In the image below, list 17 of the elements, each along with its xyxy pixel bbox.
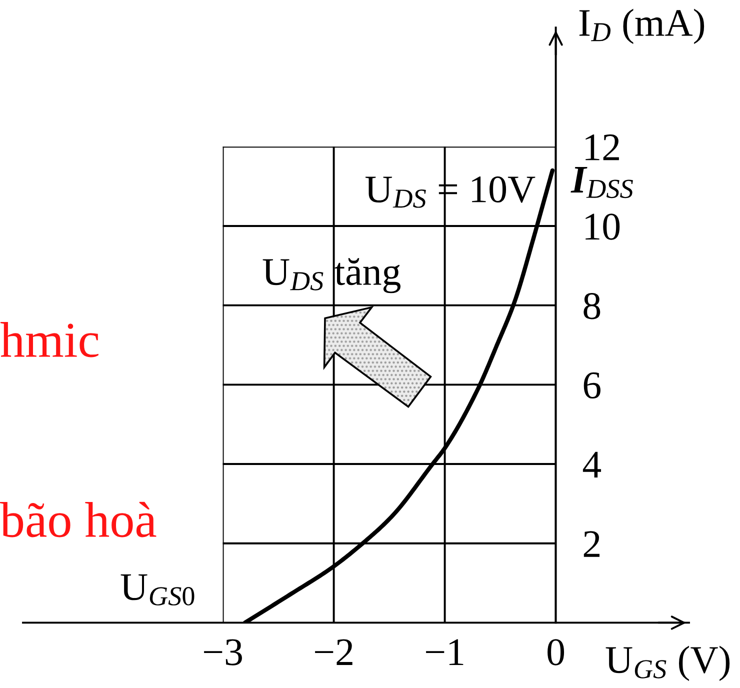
annotation: bão hoà bbox=[0, 502, 156, 538]
annotation: U$_{DS}$ tăng bbox=[262, 258, 400, 294]
annotation: U$_{GS0}$ bbox=[120, 574, 194, 606]
x-tick-label: −2 bbox=[315, 639, 352, 665]
y-tick-label: 4 bbox=[582, 452, 602, 478]
y-axis-title: I$_{D}$ (mA) bbox=[579, 8, 704, 44]
x-tick-label: −3 bbox=[204, 639, 242, 666]
y-tick-label: 12 bbox=[586, 134, 619, 160]
y-tick-label: 6 bbox=[584, 372, 600, 399]
x-tick-label: 0 bbox=[548, 639, 564, 666]
y-tick-label: 10 bbox=[586, 214, 620, 240]
annotation: I$_{DSS}$ bbox=[570, 166, 633, 198]
x-axis-title: U$_{GS}$ (V) bbox=[606, 646, 730, 682]
y-tick-label: 8 bbox=[584, 292, 600, 320]
x-tick-label: −1 bbox=[426, 639, 464, 665]
y-tick-label: 2 bbox=[584, 531, 600, 557]
annotation: hmic bbox=[0, 322, 98, 358]
